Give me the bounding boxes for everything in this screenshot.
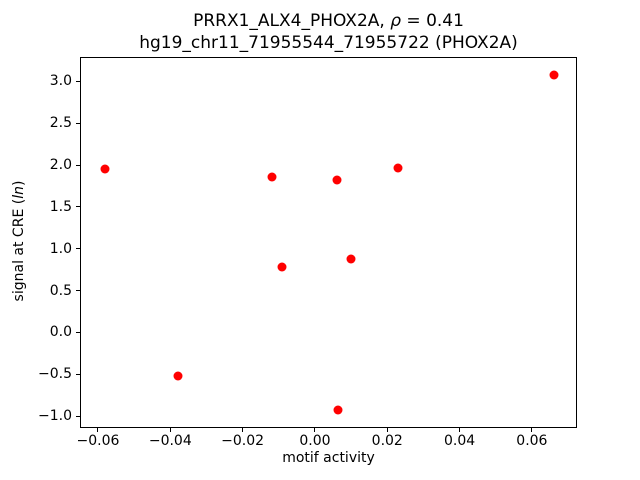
y-tick-label: 0.5 [49, 282, 72, 299]
y-tick-mark [76, 80, 80, 82]
x-tick-label: 0.00 [299, 433, 331, 449]
x-tick-mark [169, 428, 171, 432]
x-tick-label: −0.04 [148, 433, 192, 449]
y-tick-label: 1.5 [49, 198, 72, 215]
data-point [267, 172, 277, 182]
y-tick-label: 2.0 [49, 157, 72, 174]
y-tick-mark [76, 415, 80, 417]
data-point [173, 371, 183, 381]
data-point [277, 262, 287, 272]
data-point [393, 163, 403, 173]
title-prefix: PRRX1_ALX4_PHOX2A, [193, 11, 391, 31]
y-tick-mark [76, 164, 80, 166]
ylabel-prefix: signal at CRE ( [11, 198, 27, 302]
x-tick-mark [459, 428, 461, 432]
y-tick-label: 3.0 [49, 73, 72, 90]
title-suffix: = 0.41 [401, 11, 464, 31]
y-tick-label: 2.5 [49, 115, 72, 132]
y-tick-label: 0.0 [49, 324, 72, 341]
x-tick-mark [531, 428, 533, 432]
y-tick-label: −1.0 [38, 408, 72, 425]
ylabel-italic: ln [11, 186, 27, 199]
y-tick-mark [76, 331, 80, 333]
x-tick-mark [97, 428, 99, 432]
x-tick-label: 0.06 [516, 433, 548, 449]
x-tick-mark [242, 428, 244, 432]
y-tick-mark [76, 206, 80, 208]
data-point [100, 164, 110, 174]
chart-title-line1: PRRX1_ALX4_PHOX2A, ρ = 0.41 [80, 10, 577, 32]
x-axis-label: motif activity [282, 450, 375, 466]
data-point [549, 70, 559, 80]
data-point [346, 254, 356, 264]
y-tick-label: 1.0 [49, 240, 72, 257]
title-rho-symbol: ρ [390, 11, 402, 31]
x-tick-mark [314, 428, 316, 432]
x-tick-label: −0.06 [76, 433, 120, 449]
data-point [333, 405, 343, 415]
plot-area: −0.06 −0.04 −0.02 0.00 0.02 0.04 0.06 −1.0 −0.5 0… [38, 57, 577, 449]
y-tick-label: −0.5 [38, 366, 72, 383]
chart-title: PRRX1_ALX4_PHOX2A, ρ = 0.41 hg19_chr11_7… [80, 10, 577, 54]
y-tick-mark [76, 122, 80, 124]
y-axis-label: signal at CRE (ln) [11, 181, 27, 302]
chart-title-line2: hg19_chr11_71955544_71955722 (PHOX2A) [139, 33, 518, 53]
y-tick-mark [76, 248, 80, 250]
y-tick-mark [76, 290, 80, 292]
y-tick-mark [76, 373, 80, 375]
x-tick-label: −0.02 [221, 433, 265, 449]
x-tick-mark [386, 428, 388, 432]
x-tick-label: 0.02 [371, 433, 403, 449]
x-tick-label: 0.04 [443, 433, 476, 449]
data-point [332, 175, 342, 185]
ylabel-suffix: ) [11, 180, 27, 187]
